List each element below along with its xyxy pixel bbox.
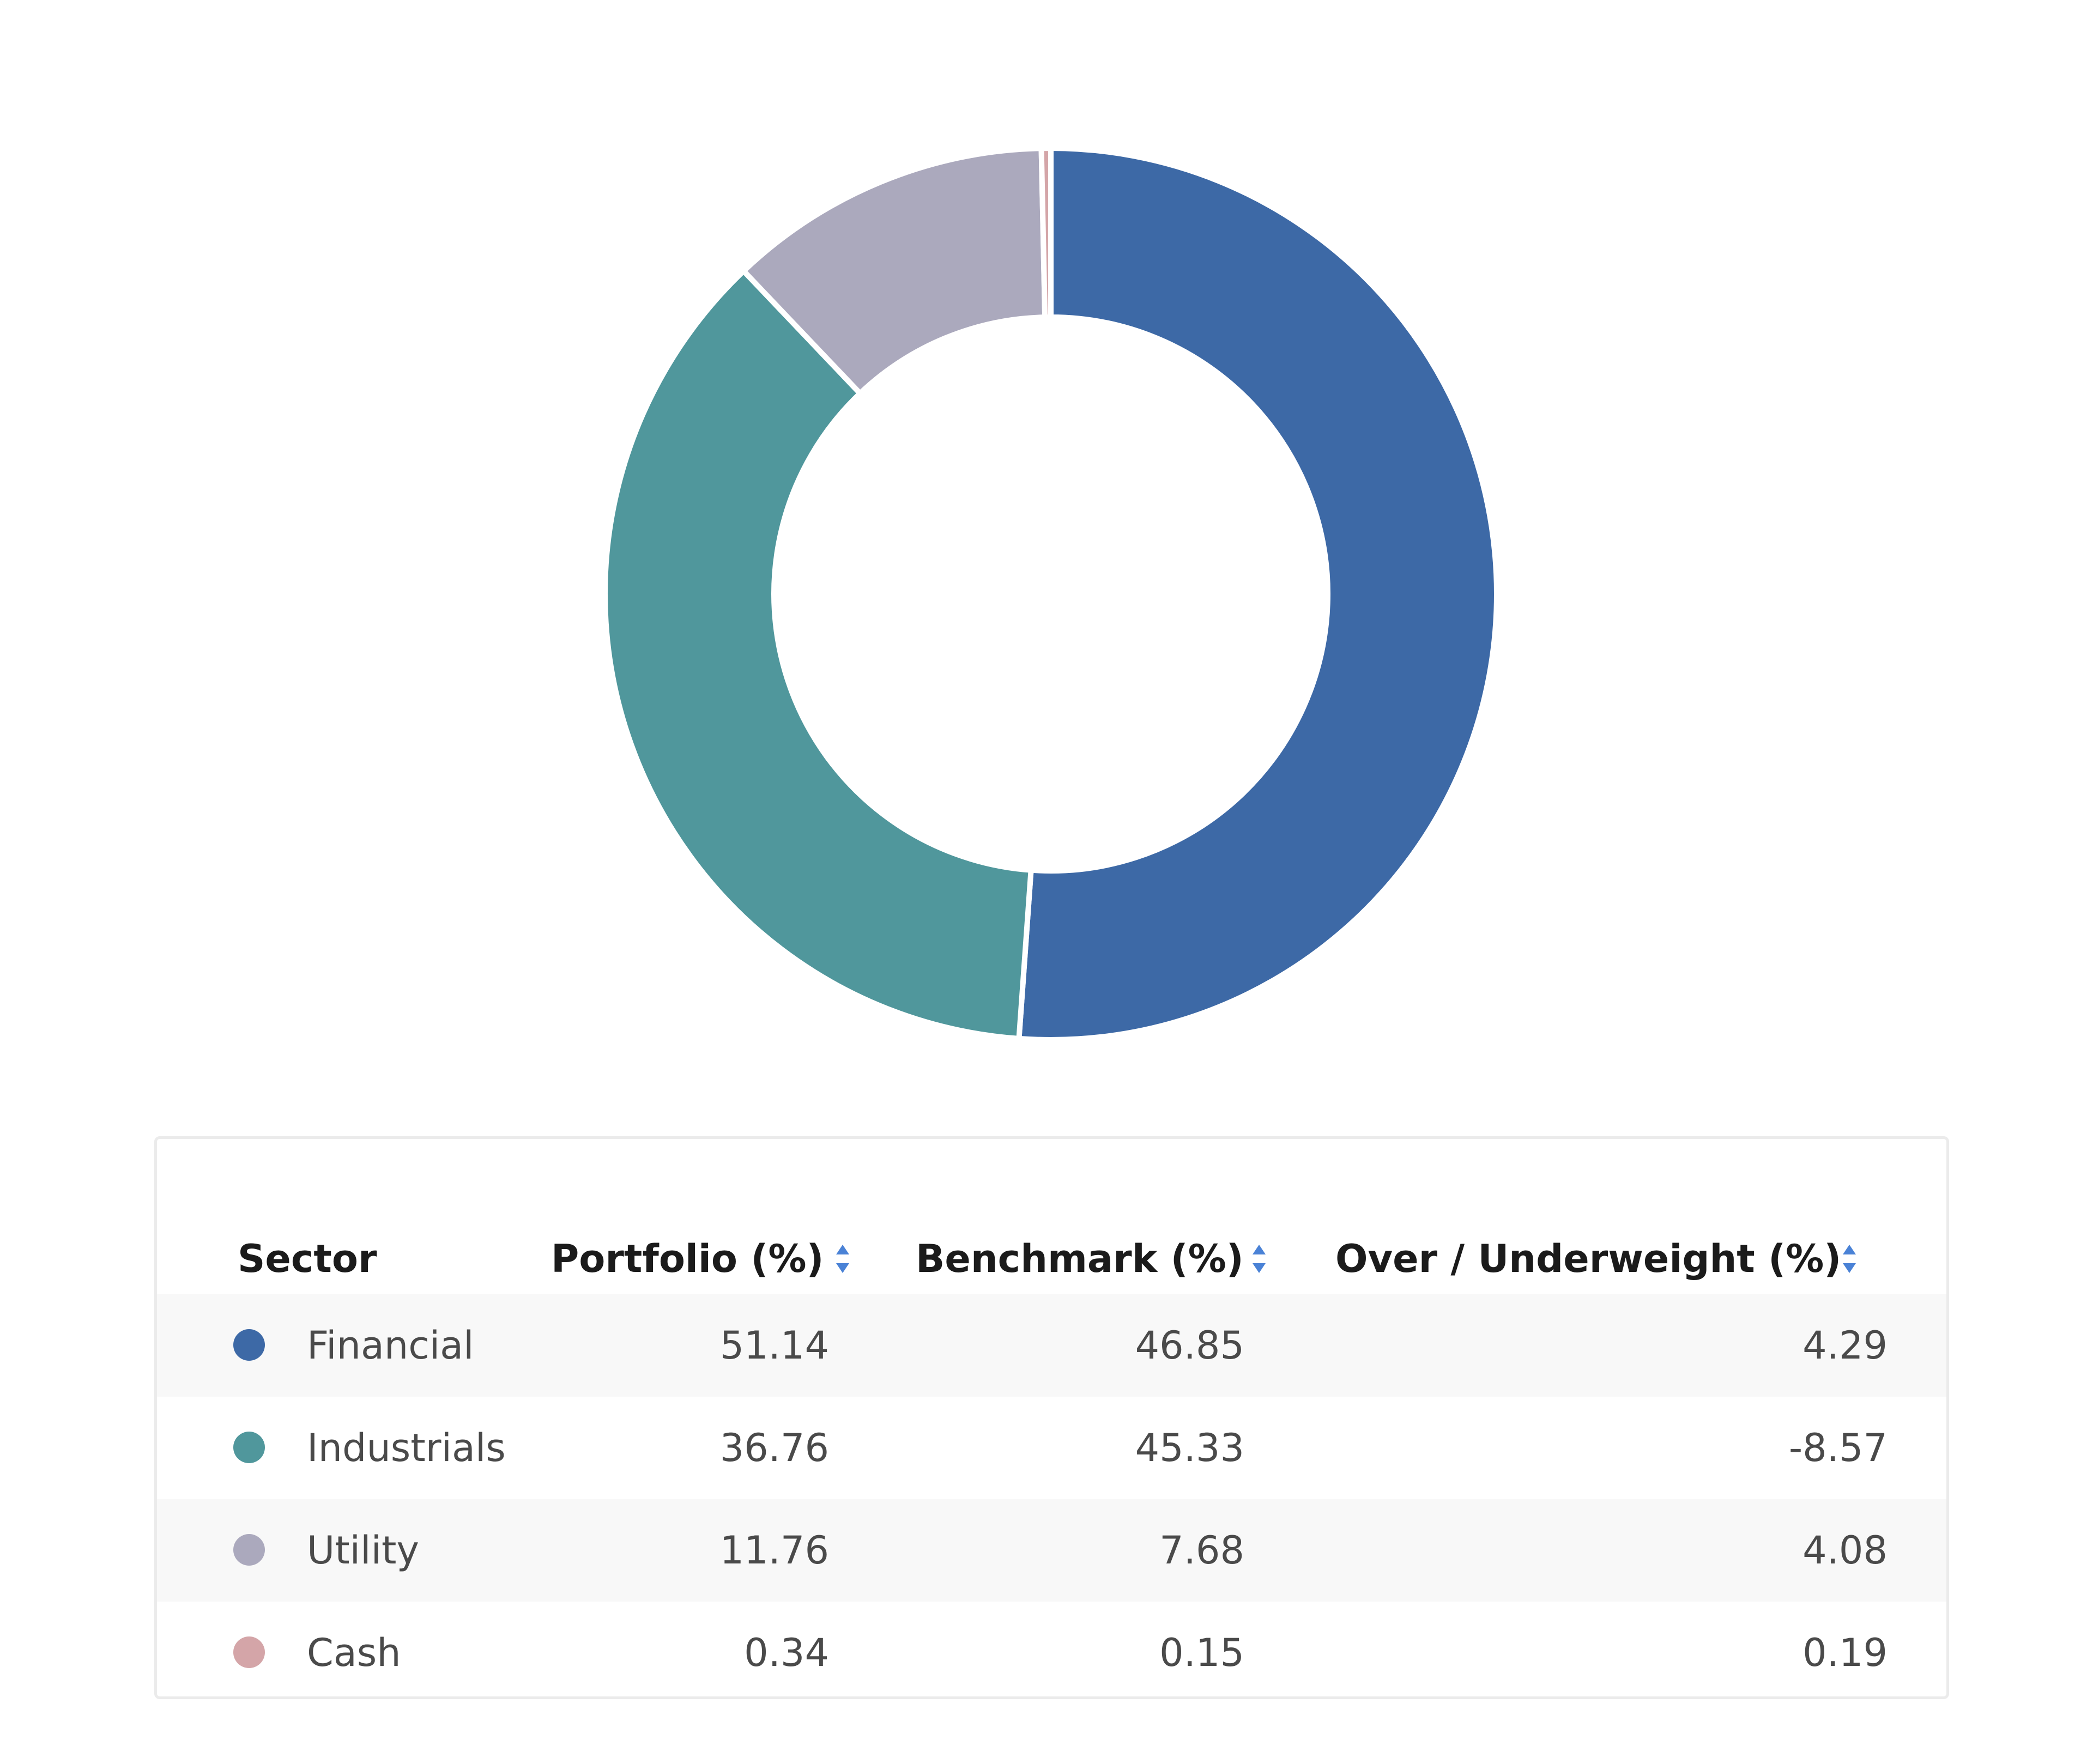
over-underweight-value: 4.08: [1802, 1528, 1888, 1573]
header-benchmark[interactable]: Benchmark (%): [916, 1236, 1244, 1281]
legend-dot-cash: [233, 1636, 265, 1668]
over-underweight-value: 4.29: [1802, 1323, 1888, 1368]
donut-chart: [602, 145, 1500, 1042]
sort-updown-icon[interactable]: [1841, 1237, 1858, 1281]
sector-name: Cash: [307, 1630, 401, 1675]
table-row: Cash 0.34 0.15 0.19: [157, 1602, 1946, 1696]
sort-updown-icon[interactable]: [834, 1237, 851, 1281]
sector-name: Financial: [307, 1323, 474, 1368]
table-row: Industrials 36.76 45.33 -8.57: [157, 1397, 1946, 1499]
sort-updown-icon[interactable]: [1251, 1237, 1267, 1281]
header-sector: Sector: [238, 1236, 377, 1281]
over-underweight-value: -8.57: [1788, 1426, 1888, 1470]
legend-dot-utility: [233, 1534, 265, 1566]
benchmark-value: 46.85: [1135, 1323, 1244, 1368]
legend-dot-industrials: [233, 1432, 265, 1463]
sector-name: Utility: [307, 1528, 419, 1573]
donut-slice-cash[interactable]: [1038, 145, 1054, 320]
over-underweight-value: 0.19: [1802, 1630, 1888, 1675]
benchmark-value: 45.33: [1135, 1426, 1244, 1470]
benchmark-value: 7.68: [1159, 1528, 1244, 1573]
table-row: Financial 51.14 46.85 4.29: [157, 1294, 1946, 1397]
header-over-underweight[interactable]: Over / Underweight (%): [1335, 1236, 1842, 1281]
donut-slice-industrials[interactable]: [602, 267, 1034, 1042]
legend-dot-financial: [233, 1329, 265, 1361]
sector-allocation-table: Sector Portfolio (%) Benchmark (%) Over …: [154, 1136, 1949, 1699]
portfolio-value: 51.14: [719, 1323, 829, 1368]
portfolio-value: 0.34: [744, 1630, 829, 1675]
donut-slice-utility[interactable]: [740, 146, 1048, 397]
donut-slice-financial[interactable]: [1016, 145, 1500, 1042]
sector-name: Industrials: [307, 1426, 506, 1470]
benchmark-value: 0.15: [1159, 1630, 1244, 1675]
table-header-row: Sector Portfolio (%) Benchmark (%) Over …: [157, 1139, 1946, 1294]
table-row: Utility 11.76 7.68 4.08: [157, 1499, 1946, 1602]
header-portfolio[interactable]: Portfolio (%): [551, 1236, 824, 1281]
portfolio-value: 36.76: [719, 1426, 829, 1470]
portfolio-value: 11.76: [719, 1528, 829, 1573]
